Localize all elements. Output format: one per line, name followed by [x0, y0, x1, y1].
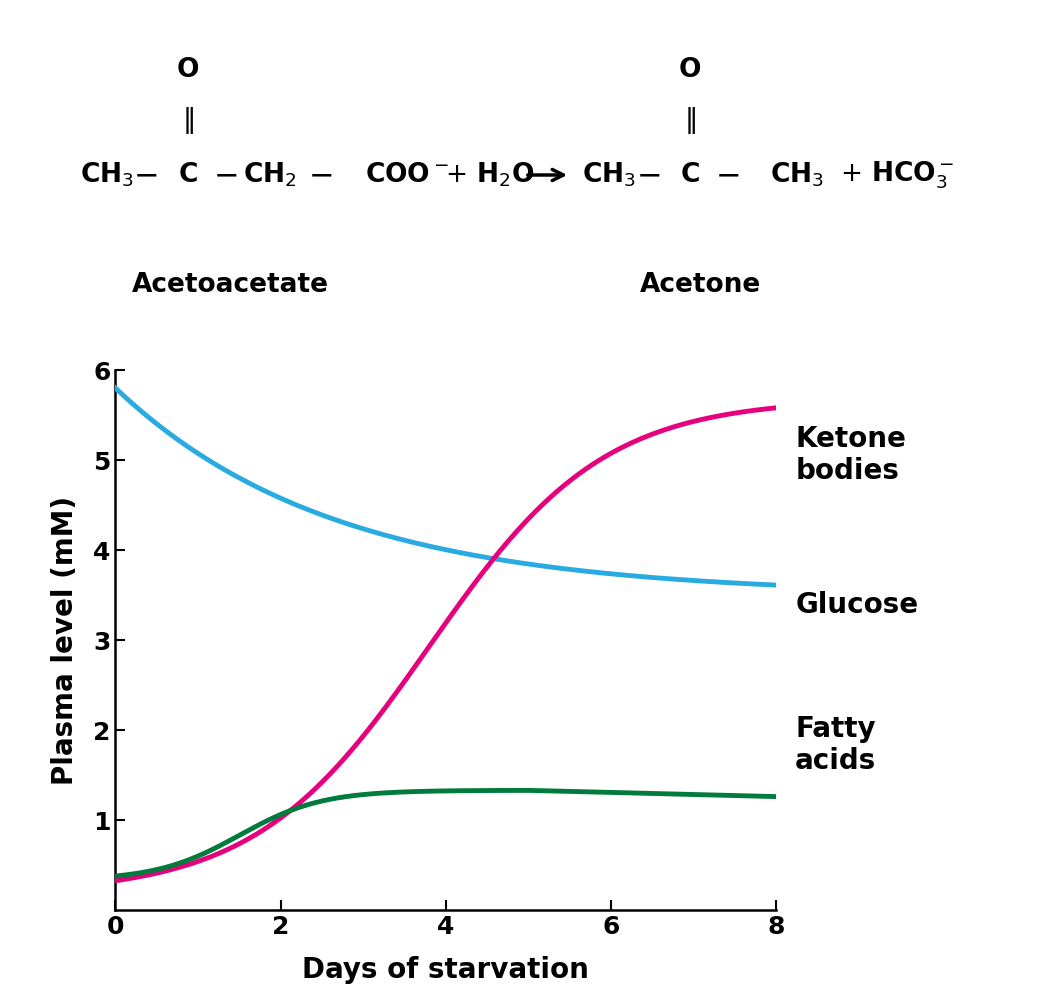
- Text: Glucose: Glucose: [795, 591, 918, 619]
- Text: Acetoacetate: Acetoacetate: [131, 272, 328, 298]
- Text: CH$_3$: CH$_3$: [582, 161, 636, 189]
- Y-axis label: Plasma level (mM): Plasma level (mM): [51, 495, 79, 785]
- Text: Acetone: Acetone: [640, 272, 761, 298]
- Text: O: O: [176, 57, 199, 83]
- Text: $-$: $-$: [307, 160, 333, 190]
- Text: Fatty
acids: Fatty acids: [795, 715, 876, 775]
- Text: $-$: $-$: [714, 160, 740, 190]
- Text: CH$_2$: CH$_2$: [243, 161, 297, 189]
- Text: Ketone
bodies: Ketone bodies: [795, 425, 906, 485]
- Text: $+$ HCO$_3^-$: $+$ HCO$_3^-$: [840, 159, 955, 191]
- Text: $-$: $-$: [636, 160, 660, 190]
- Text: $+$ H$_2$O: $+$ H$_2$O: [445, 161, 534, 189]
- Text: $-$: $-$: [213, 160, 237, 190]
- Text: C: C: [681, 162, 700, 188]
- Text: $\|$: $\|$: [684, 104, 695, 135]
- Text: $-$: $-$: [133, 160, 157, 190]
- Text: C: C: [178, 162, 197, 188]
- Text: COO$^-$: COO$^-$: [365, 162, 449, 188]
- X-axis label: Days of starvation: Days of starvation: [302, 956, 590, 984]
- Text: $\|$: $\|$: [183, 104, 194, 135]
- Text: CH$_3$: CH$_3$: [770, 161, 823, 189]
- Text: O: O: [679, 57, 701, 83]
- Text: CH$_3$: CH$_3$: [80, 161, 134, 189]
